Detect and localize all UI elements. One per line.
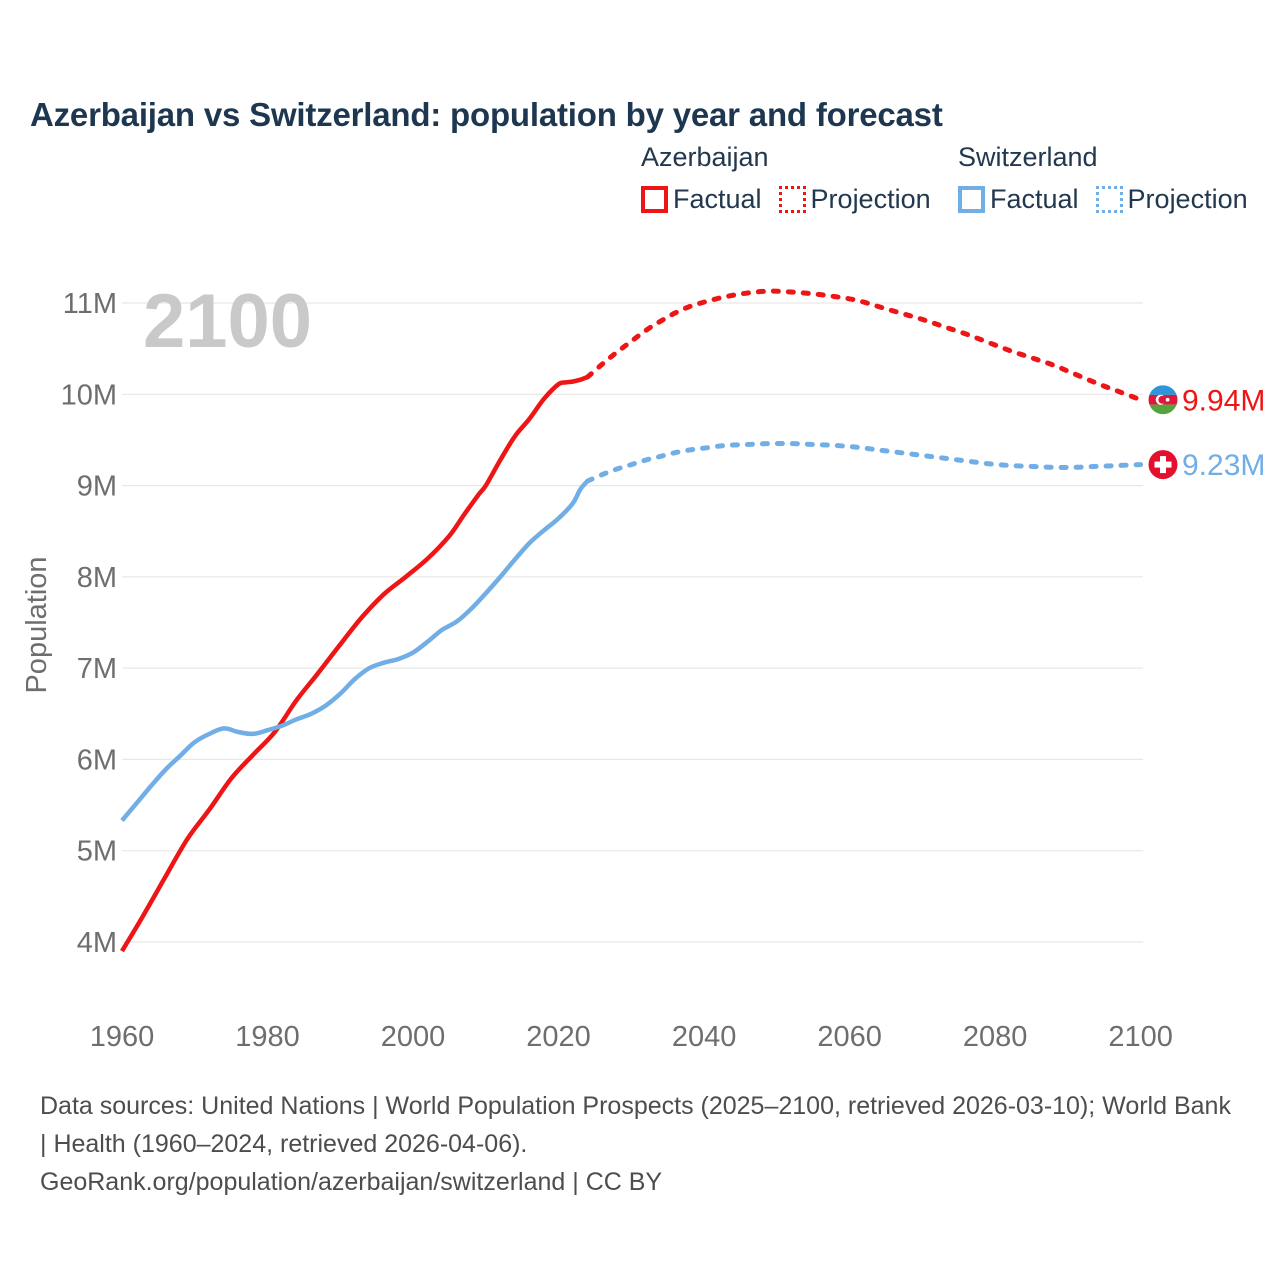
legend-group-switzerland: Switzerland Factual Projection (958, 142, 1248, 215)
y-tick-label: 10M (61, 379, 117, 411)
footer-attribution: GeoRank.org/population/azerbaijan/switze… (40, 1168, 663, 1196)
y-tick-label: 5M (77, 836, 117, 868)
legend-country-azerbaijan: Azerbaijan (641, 142, 769, 172)
legend-row-switzerland: Factual Projection (958, 184, 1248, 215)
y-tick-label: 4M (77, 927, 117, 959)
x-tick-label: 2060 (817, 1021, 882, 1053)
azerbaijan-projection-line (585, 288, 1144, 403)
azerbaijan-factual-label: Factual (673, 184, 762, 214)
azerbaijan-factual-line (120, 374, 589, 953)
azerbaijan-end-value: 9.94M (1182, 384, 1265, 417)
y-tick-label: 7M (77, 653, 117, 685)
x-tick-label: 2020 (526, 1021, 591, 1053)
x-tick-label: 2000 (381, 1021, 446, 1053)
azerbaijan-end-marker: 9.94M (1148, 384, 1265, 417)
y-axis-title: Population (21, 556, 53, 693)
switzerland-end-value: 9.23M (1182, 449, 1265, 482)
switzerland-factual-line (120, 479, 590, 823)
x-tick-label: 1980 (235, 1021, 300, 1053)
x-tick-label: 2080 (963, 1021, 1028, 1053)
switzerland-projection-swatch-icon (1095, 186, 1123, 213)
gridlines (122, 302, 1143, 943)
x-tick-label: 2100 (1108, 1021, 1173, 1053)
legend-row-azerbaijan: Factual Projection (641, 184, 931, 215)
x-tick-label: 1960 (90, 1021, 155, 1053)
azerbaijan-factual-swatch-icon (641, 186, 668, 213)
axis-tick-labels: 4M 5M 6M 7M 8M 9M 10M 11M 1960 1980 2000 2020 2040 20… (61, 288, 1173, 1053)
switzerland-factual-label: Factual (990, 184, 1079, 214)
watermark-year: 2100 (143, 279, 312, 364)
azerbaijan-projection-swatch-icon (778, 186, 806, 213)
y-tick-label: 8M (77, 562, 117, 594)
switzerland-factual-swatch-icon (958, 186, 985, 213)
chart-series (120, 288, 1144, 953)
switzerland-end-marker: 9.23M (1148, 449, 1265, 482)
switzerland-flag-icon (1148, 450, 1178, 480)
y-tick-label: 9M (77, 471, 117, 503)
legend-group-azerbaijan: Azerbaijan Factual Projection (641, 142, 931, 215)
footer-sources: Data sources: United Nations | World Pop… (40, 1092, 1231, 1158)
switzerland-projection-line (585, 440, 1144, 484)
azerbaijan-flag-icon (1148, 385, 1178, 415)
footer: Data sources: United Nations | World Pop… (40, 1087, 1240, 1201)
legend-country-switzerland: Switzerland (958, 142, 1098, 172)
y-tick-label: 11M (63, 288, 117, 320)
end-markers: 9.94M 9.23M (1148, 384, 1265, 482)
y-tick-label: 6M (77, 744, 117, 776)
page-title: Azerbaijan vs Switzerland: population by… (30, 96, 943, 134)
switzerland-projection-label: Projection (1127, 184, 1248, 214)
x-tick-label: 2040 (672, 1021, 737, 1053)
azerbaijan-projection-label: Projection (810, 184, 931, 214)
